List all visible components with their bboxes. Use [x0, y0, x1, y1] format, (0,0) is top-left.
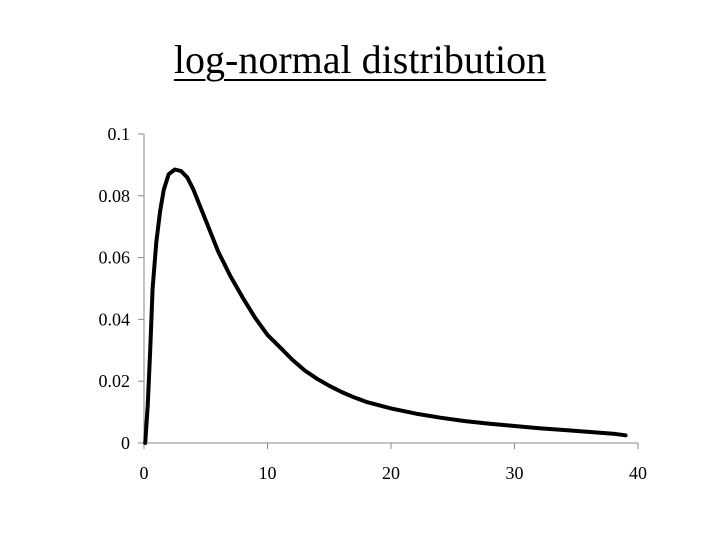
x-tick-label: 40 — [629, 463, 647, 483]
tick-labels: 0 0.02 0.04 0.06 0.08 0.1 0 10 20 30 40 — [99, 124, 648, 483]
y-tick-label: 0.08 — [99, 186, 131, 206]
x-tick-label: 10 — [259, 463, 277, 483]
y-tick-label: 0.04 — [99, 309, 131, 329]
chart-title: log-normal distribution — [173, 37, 547, 82]
x-tick-label: 20 — [382, 463, 400, 483]
series-group — [143, 167, 628, 445]
axes — [143, 134, 638, 444]
y-tick-label: 0 — [121, 433, 130, 453]
x-tick-label: 30 — [506, 463, 524, 483]
tick-marks — [138, 133, 639, 449]
y-tick-label: 0.02 — [99, 371, 131, 391]
series-line — [143, 167, 628, 445]
y-tick-label: 0.06 — [99, 248, 131, 268]
y-tick-label: 0.1 — [108, 124, 131, 144]
x-tick-label: 0 — [140, 463, 149, 483]
